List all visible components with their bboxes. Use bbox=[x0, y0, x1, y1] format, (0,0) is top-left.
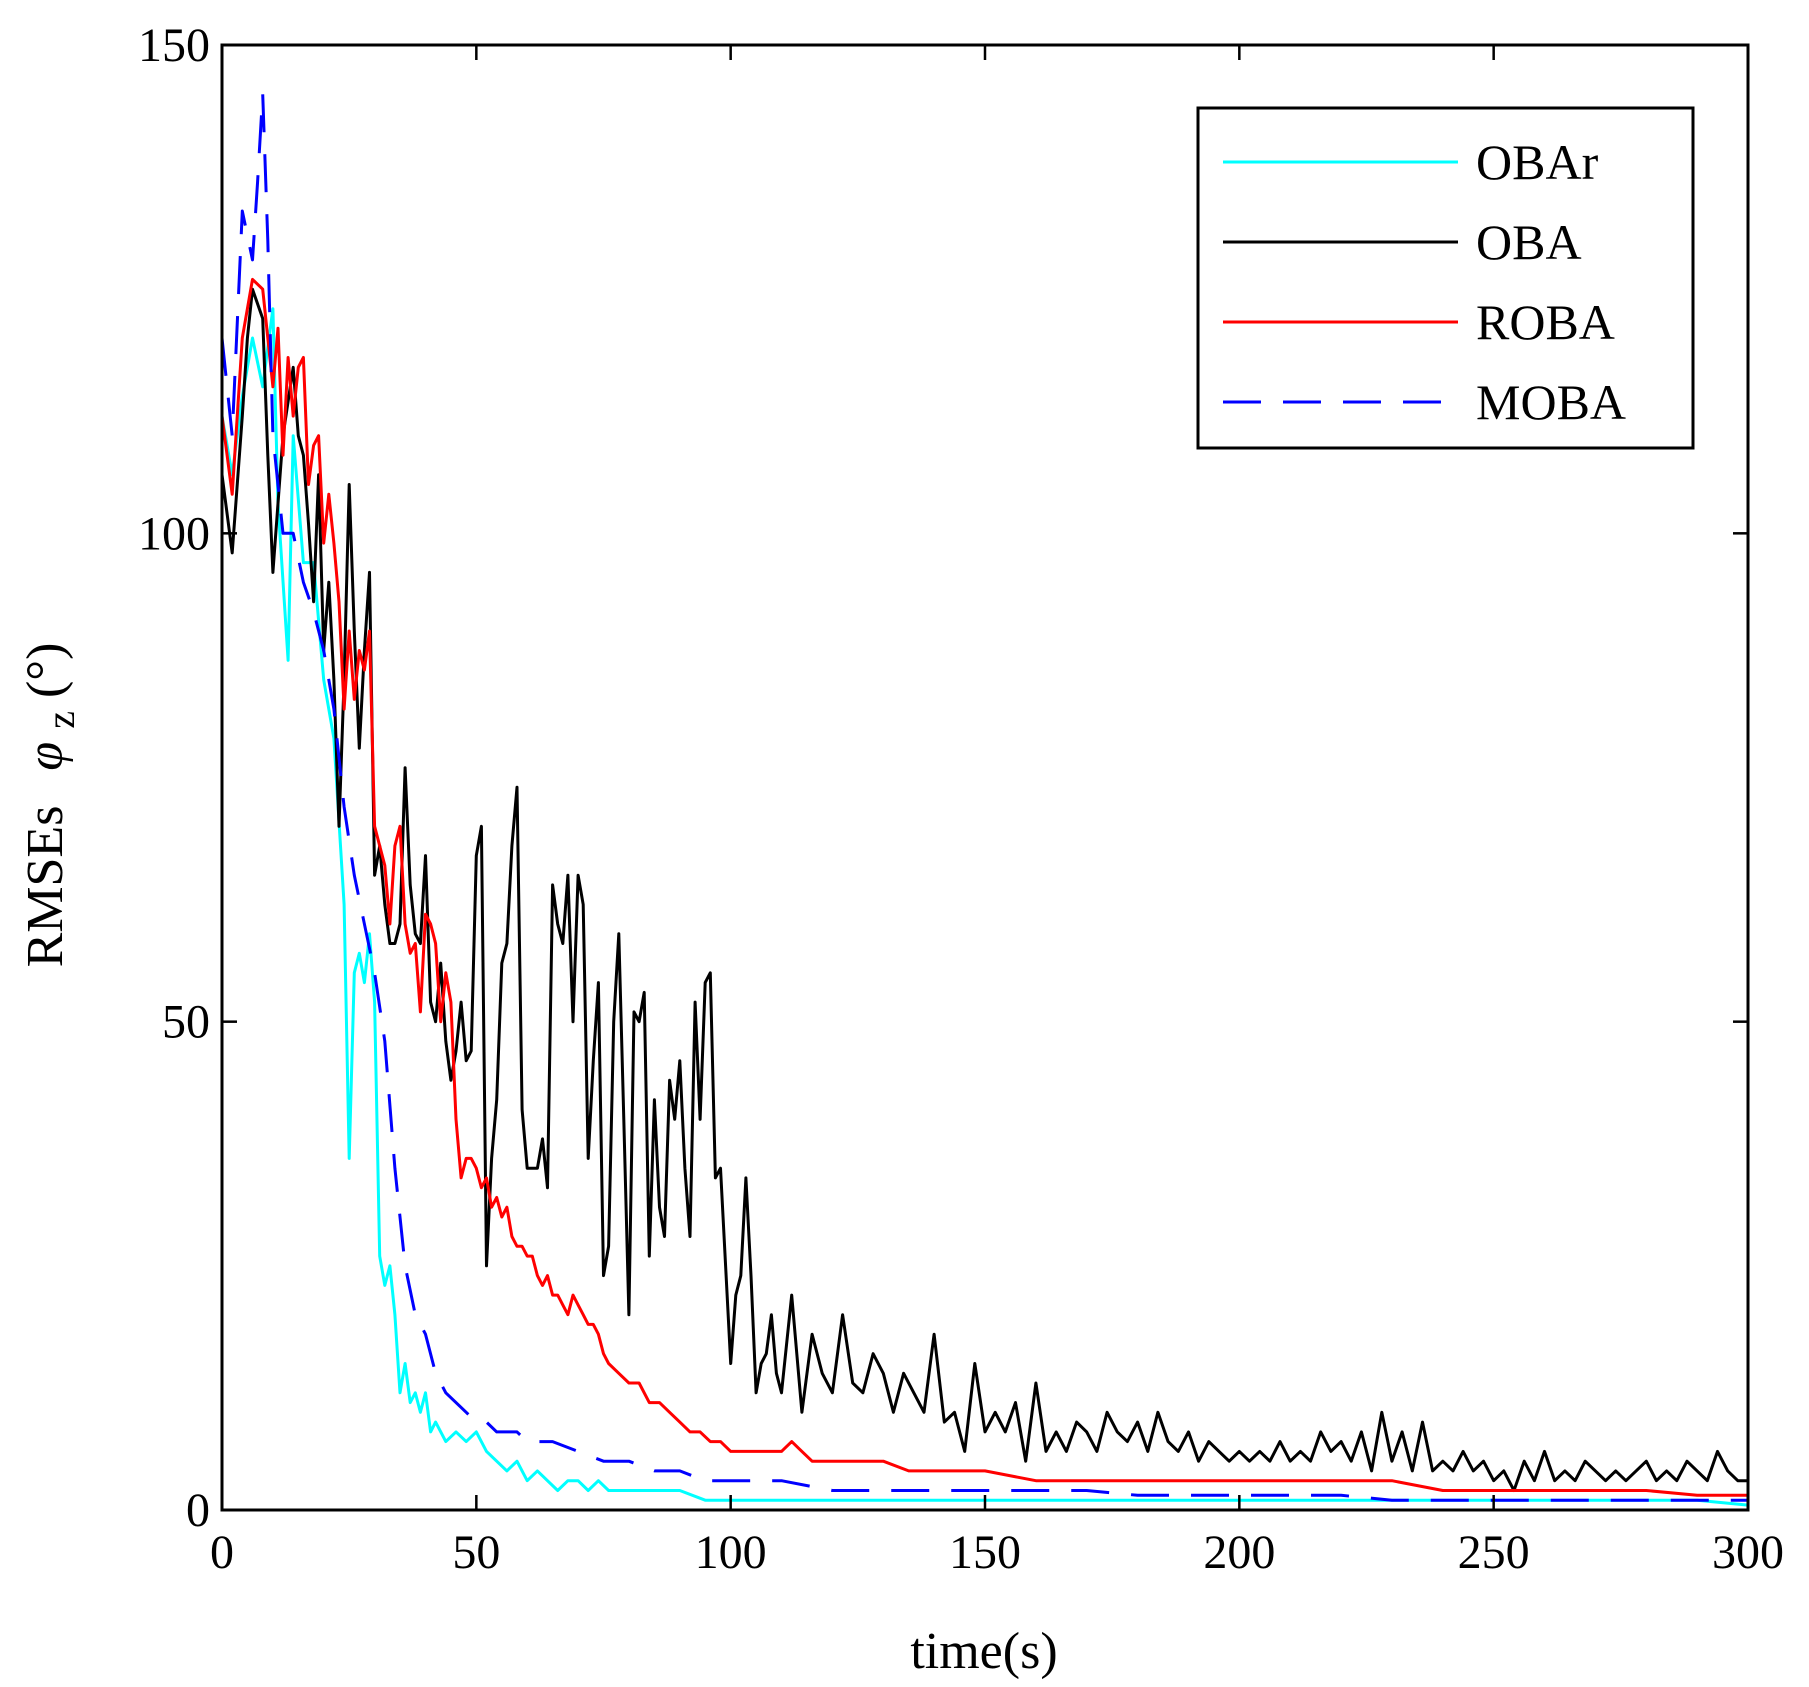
tick-layer: 0 50 100 150 200 250 300 0 50 100 150 bbox=[138, 19, 1784, 1579]
legend-label-moba: MOBA bbox=[1476, 374, 1626, 430]
legend-label-oba: OBA bbox=[1476, 214, 1582, 270]
x-tick-label: 200 bbox=[1203, 1526, 1275, 1579]
y-axis-label-subscript: z bbox=[38, 711, 83, 729]
x-tick-label: 50 bbox=[452, 1526, 500, 1579]
x-tick-label: 250 bbox=[1458, 1526, 1530, 1579]
y-axis-label-main: RMSEs bbox=[17, 806, 74, 968]
legend-label-roba: ROBA bbox=[1476, 294, 1615, 350]
x-tick-label: 0 bbox=[210, 1526, 234, 1579]
y-tick-label: 0 bbox=[186, 1484, 210, 1537]
series-layer bbox=[222, 92, 1748, 1507]
y-axis-label-unit: (°) bbox=[17, 643, 74, 698]
series-line-roba bbox=[222, 277, 1748, 1497]
y-tick-label: 100 bbox=[138, 507, 210, 560]
x-axis-label: time(s) bbox=[910, 1623, 1057, 1680]
y-axis-label-symbol: φ bbox=[17, 742, 74, 771]
y-tick-label: 150 bbox=[138, 19, 210, 72]
legend-label-obar: OBAr bbox=[1476, 134, 1599, 190]
legend: OBAr OBA ROBA MOBA bbox=[1196, 106, 1695, 450]
x-tick-label: 150 bbox=[949, 1526, 1021, 1579]
y-tick-label: 50 bbox=[162, 996, 210, 1049]
x-tick-label: 100 bbox=[695, 1526, 767, 1579]
y-axis-label: RMSEs φ z (°) bbox=[17, 643, 86, 968]
x-tick-label: 300 bbox=[1712, 1526, 1784, 1579]
series-line-moba bbox=[222, 92, 1748, 1502]
series-line-oba bbox=[222, 287, 1748, 1492]
legend-box bbox=[1196, 106, 1695, 450]
series-line-obar bbox=[222, 307, 1748, 1507]
